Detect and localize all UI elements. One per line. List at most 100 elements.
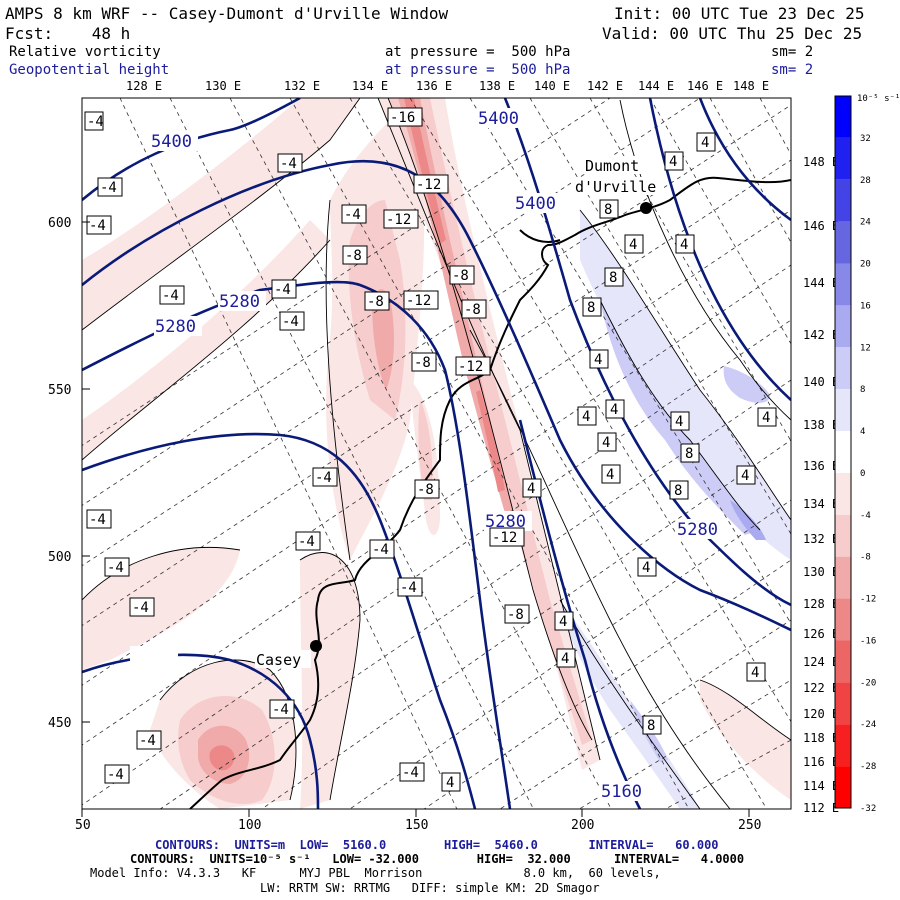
lon-label: 148 E	[733, 79, 769, 93]
vorticity-label: 4	[762, 410, 770, 426]
vorticity-label: -12	[458, 359, 483, 375]
x-tick-label: 50	[75, 818, 91, 833]
colorbar-tick-label: 4	[860, 427, 865, 437]
colorbar-swatch	[835, 766, 851, 808]
x-tick-label: 200	[571, 818, 594, 833]
colorbar-swatch	[835, 389, 851, 432]
left-axis-ticks	[81, 221, 750, 817]
vorticity-label: -8	[367, 294, 384, 310]
vorticity-label: 4	[669, 154, 677, 170]
colorbar-tick-label: -32	[860, 804, 876, 814]
init-time: Init: 00 UTC Tue 23 Dec 25	[614, 4, 865, 23]
lon-label: 138 E	[803, 418, 839, 432]
vorticity-label: 8	[685, 446, 693, 462]
vorticity-label: -4	[315, 470, 332, 486]
height-label: 5400	[478, 109, 519, 129]
casey-marker	[310, 640, 322, 652]
colorbar-swatch	[835, 472, 851, 515]
station-label-durville: d'Urville	[575, 178, 656, 196]
colorbar-swatch	[835, 598, 851, 641]
vorticity-label: 4	[446, 775, 454, 791]
station-label-casey: Casey	[256, 651, 301, 669]
vorticity-label: 4	[582, 409, 590, 425]
colorbar-tick-label: 0	[860, 469, 865, 479]
vorticity-label: 4	[680, 237, 688, 253]
vorticity-label: -4	[139, 733, 156, 749]
lon-label: 122 E	[803, 681, 839, 695]
colorbar-tick-label: -24	[860, 720, 876, 730]
lon-label: 116 E	[803, 755, 839, 769]
vorticity-label: 4	[610, 402, 618, 418]
coastline	[189, 176, 791, 809]
field2-name: Geopotential height	[9, 62, 170, 78]
vorticity-label: -8	[414, 355, 431, 371]
vorticity-label: -4	[107, 767, 124, 783]
height-label: 5160	[601, 782, 642, 802]
y-tick-label: 500	[48, 550, 71, 565]
vorticity-label: 4	[602, 435, 610, 451]
lon-label: 148 E	[803, 155, 839, 169]
vorticity-label: 4	[642, 560, 650, 576]
vorticity-contours	[82, 98, 791, 809]
vorticity-label: 8	[587, 300, 595, 316]
vorticity-label: 4	[527, 481, 535, 497]
lon-label: 140 E	[803, 375, 839, 389]
forecast-hour: Fcst: 48 h	[5, 24, 131, 43]
height-label: 5400	[151, 132, 192, 152]
right-longitude-labels: 148 E 146 E 144 E 142 E 140 E 138 E 136 …	[803, 155, 839, 815]
colorbar-swatch	[835, 682, 851, 725]
lon-label: 146 E	[803, 219, 839, 233]
colorbar-swatch	[835, 556, 851, 599]
x-tick-label: 150	[405, 818, 428, 833]
vorticity-label: 4	[675, 414, 683, 430]
height-label: 5280	[677, 520, 718, 540]
field1-name: Relative vorticity	[9, 44, 161, 60]
lon-label: 136 E	[416, 79, 452, 93]
vorticity-label: -4	[298, 534, 315, 550]
vorticity-label: -4	[402, 765, 419, 781]
vorticity-label: -4	[132, 600, 149, 616]
lon-label: 130 E	[205, 79, 241, 93]
vorticity-label: -4	[162, 288, 179, 304]
colorbar	[834, 95, 852, 809]
vorticity-label: 4	[594, 352, 602, 368]
station-label-dumont: Dumont	[585, 157, 639, 175]
vorticity-label: -4	[400, 580, 417, 596]
colorbar-tick-label: -4	[860, 511, 871, 521]
vorticity-label: -12	[406, 293, 431, 309]
colorbar-tick-label: -16	[860, 636, 876, 646]
colorbar-tick-label: 24	[860, 218, 871, 228]
vorticity-label: -4	[280, 156, 297, 172]
colorbar-swatch	[835, 263, 851, 306]
colorbar-swatch	[835, 179, 851, 222]
colorbar-swatch	[835, 221, 851, 264]
vorticity-label: -8	[452, 268, 469, 284]
height-label: 5280	[219, 292, 260, 312]
vorticity-label: -4	[282, 314, 299, 330]
vorticity-label: -4	[89, 218, 106, 234]
vorticity-contour-info: CONTOURS: UNITS=10⁻⁵ s⁻¹ LOW= -32.000 HI…	[130, 852, 745, 866]
lon-label: 128 E	[803, 597, 839, 611]
x-tick-label: 100	[238, 818, 261, 833]
bottom-axis-labels: 50 100 150 200 250	[75, 818, 761, 833]
vorticity-label: 8	[674, 483, 682, 499]
vorticity-label: -12	[416, 177, 441, 193]
height-contour-info: CONTOURS: UNITS=m LOW= 5160.0 HIGH= 5460…	[155, 838, 719, 852]
vorticity-label: 8	[609, 270, 617, 286]
physics-info: LW: RRTM SW: RRTMG DIFF: simple KM: 2D S…	[260, 881, 600, 895]
lon-label: 134 E	[803, 497, 839, 511]
lon-label: 124 E	[803, 655, 839, 669]
lon-label: 132 E	[803, 532, 839, 546]
lon-label: 136 E	[803, 459, 839, 473]
height-label: 5280	[155, 317, 196, 337]
vorticity-label: 4	[741, 468, 749, 484]
vorticity-label: -12	[492, 530, 517, 546]
vorticity-label: -4	[274, 282, 291, 298]
y-tick-label: 550	[48, 383, 71, 398]
vorticity-label: -12	[386, 212, 411, 228]
colorbar-tick-label: -28	[860, 762, 876, 772]
x-tick-label: 250	[738, 818, 761, 833]
lon-label: 132 E	[284, 79, 320, 93]
colorbar-tick-label: -8	[860, 553, 871, 563]
lon-label: 142 E	[587, 79, 623, 93]
